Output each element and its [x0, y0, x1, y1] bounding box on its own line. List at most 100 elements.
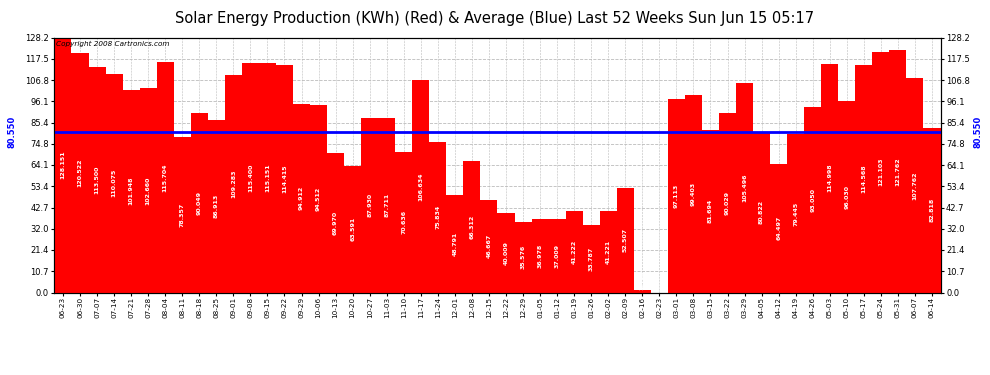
Text: 113.500: 113.500 [95, 165, 100, 194]
Bar [702, 130, 719, 292]
Bar [430, 142, 446, 292]
Text: 63.591: 63.591 [350, 217, 355, 242]
Bar [463, 160, 480, 292]
Text: 78.357: 78.357 [180, 202, 185, 227]
Bar [242, 63, 259, 292]
Bar [156, 62, 173, 292]
Text: 115.151: 115.151 [265, 164, 270, 192]
Text: 64.497: 64.497 [776, 216, 781, 240]
Text: 114.568: 114.568 [861, 164, 866, 193]
Text: 94.912: 94.912 [299, 186, 304, 210]
Bar [345, 166, 361, 292]
Text: 48.791: 48.791 [452, 232, 457, 256]
Text: 115.704: 115.704 [162, 163, 167, 192]
Bar [719, 113, 736, 292]
Bar [412, 80, 430, 292]
Text: 94.512: 94.512 [316, 186, 321, 211]
Bar [88, 67, 106, 292]
Bar [446, 195, 463, 292]
Text: 52.507: 52.507 [623, 228, 628, 252]
Bar [907, 78, 924, 292]
Bar [361, 118, 378, 292]
Bar [839, 102, 855, 292]
Bar [565, 210, 583, 292]
Bar [276, 65, 293, 292]
Text: 128.151: 128.151 [60, 151, 65, 179]
Bar [310, 105, 327, 292]
Text: Copyright 2008 Cartronics.com: Copyright 2008 Cartronics.com [56, 41, 169, 47]
Text: 66.312: 66.312 [469, 214, 474, 238]
Text: 41.221: 41.221 [606, 239, 611, 264]
Text: 82.818: 82.818 [930, 198, 935, 222]
Text: 79.445: 79.445 [793, 201, 798, 226]
Text: 80.550: 80.550 [973, 116, 983, 148]
Text: 36.978: 36.978 [538, 244, 543, 268]
Text: 99.403: 99.403 [691, 182, 696, 206]
Bar [889, 50, 907, 292]
Text: 101.948: 101.948 [129, 177, 134, 206]
Text: 96.030: 96.030 [844, 185, 849, 209]
Bar [54, 38, 71, 292]
Bar [668, 99, 685, 292]
Text: 37.009: 37.009 [554, 244, 559, 268]
Text: 41.222: 41.222 [571, 239, 576, 264]
Bar [822, 64, 839, 292]
Bar [293, 104, 310, 292]
Text: 106.634: 106.634 [419, 172, 424, 201]
Text: 121.103: 121.103 [878, 158, 883, 186]
Text: 102.660: 102.660 [146, 176, 150, 205]
Bar [583, 225, 600, 292]
Bar [872, 52, 889, 292]
Text: 107.762: 107.762 [913, 171, 918, 200]
Text: 90.029: 90.029 [725, 191, 730, 215]
Text: 120.522: 120.522 [77, 158, 82, 187]
Bar [924, 128, 940, 292]
Bar [327, 153, 345, 292]
Bar [140, 88, 156, 292]
Bar [736, 82, 753, 292]
Bar [498, 213, 515, 292]
Bar [634, 290, 650, 292]
Text: 121.762: 121.762 [895, 157, 900, 186]
Text: 86.913: 86.913 [214, 194, 219, 218]
Bar [753, 132, 770, 292]
Text: 114.415: 114.415 [282, 164, 287, 193]
Text: 70.636: 70.636 [401, 210, 406, 234]
Text: 115.400: 115.400 [248, 164, 252, 192]
Bar [225, 75, 242, 292]
Bar [480, 200, 498, 292]
Text: 33.787: 33.787 [589, 247, 594, 271]
Bar [395, 152, 412, 292]
Bar [191, 113, 208, 292]
Text: 80.550: 80.550 [7, 116, 17, 148]
Text: 69.970: 69.970 [333, 211, 339, 235]
Text: 105.496: 105.496 [742, 173, 747, 202]
Text: 35.576: 35.576 [521, 245, 526, 269]
Text: 110.075: 110.075 [112, 169, 117, 197]
Bar [71, 53, 88, 292]
Bar [770, 164, 787, 292]
Text: 46.667: 46.667 [486, 234, 491, 258]
Text: 90.049: 90.049 [197, 191, 202, 215]
Text: 80.822: 80.822 [759, 200, 764, 224]
Bar [173, 136, 191, 292]
Text: 87.930: 87.930 [367, 193, 372, 217]
Bar [600, 210, 617, 292]
Bar [378, 118, 395, 292]
Text: 81.694: 81.694 [708, 199, 713, 223]
Bar [548, 219, 565, 292]
Bar [259, 63, 276, 292]
Bar [787, 135, 804, 292]
Text: 93.050: 93.050 [810, 188, 815, 212]
Bar [685, 95, 702, 292]
Text: 1.413: 1.413 [640, 270, 644, 290]
Text: 40.009: 40.009 [504, 241, 509, 265]
Bar [515, 222, 532, 292]
Text: 87.711: 87.711 [384, 193, 389, 217]
Bar [123, 90, 140, 292]
Text: 97.113: 97.113 [674, 184, 679, 208]
Text: Solar Energy Production (KWh) (Red) & Average (Blue) Last 52 Weeks Sun Jun 15 05: Solar Energy Production (KWh) (Red) & Av… [175, 11, 815, 26]
Bar [855, 64, 872, 292]
Text: 114.998: 114.998 [828, 164, 833, 192]
Bar [208, 120, 225, 292]
